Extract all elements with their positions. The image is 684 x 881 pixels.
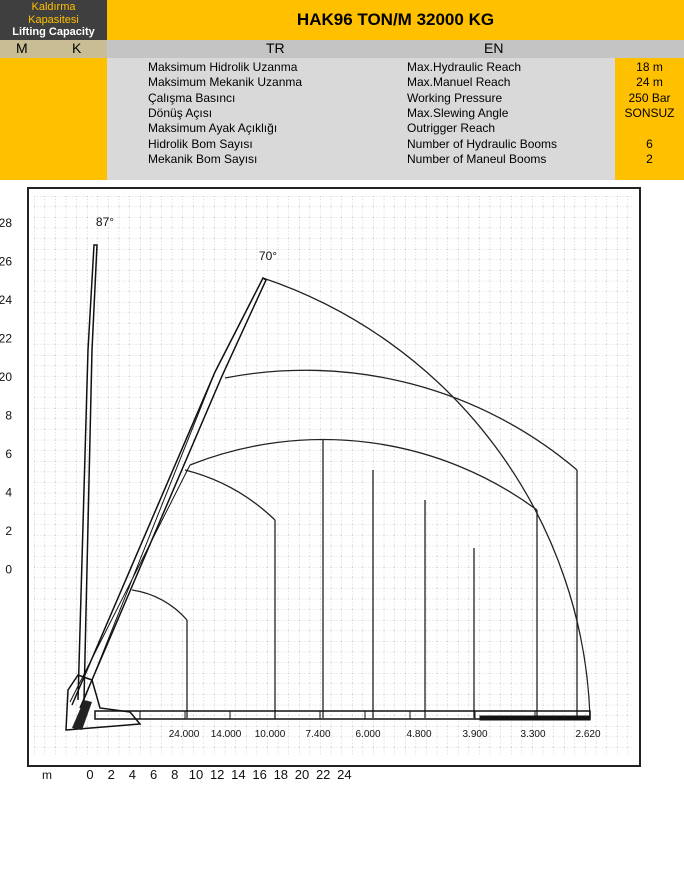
table-cell: 6 (646, 136, 653, 151)
table-cell: 18 m (636, 60, 663, 74)
table-cell: Outrigger Reach (407, 121, 496, 136)
diagram-label: 87° (96, 215, 114, 229)
table-cell: Maksimum Mekanik Uzanma (148, 75, 303, 90)
diagram-label: 3.300 (520, 729, 545, 740)
left-title: Kapasitesi (28, 13, 79, 26)
diagram-label: 24 (0, 293, 12, 307)
diagram-label: 26 (0, 255, 12, 269)
diagram-label: 4.800 (406, 729, 431, 740)
table-cell: Dönüş Açısı (148, 105, 213, 120)
diagram-label: m (42, 768, 52, 782)
value-band (615, 58, 684, 180)
diagram-label: 6 (150, 767, 157, 782)
table-cell: Hidrolik Bom Sayısı (148, 136, 253, 151)
table-cell: Mekanik Bom Sayısı (148, 151, 258, 166)
table-cell: 2 (646, 151, 653, 166)
table-cell: Number of Hydraulic Booms (407, 136, 558, 151)
diagram-label: 14 (231, 767, 245, 782)
diagram-label: 22 (0, 332, 12, 346)
table-cell: Maksimum Hidrolik Uzanma (148, 60, 298, 74)
diagram-label: 24 (337, 767, 351, 782)
table-cell: Max.Manuel Reach (407, 75, 511, 90)
diagram-label: 0 (5, 563, 12, 577)
diagram-label: 20 (0, 370, 12, 384)
diagram-label: 18 (274, 767, 288, 782)
table-cell: 250 Bar (628, 90, 671, 105)
table-cell: 24 m (636, 75, 663, 90)
diagram-label: 14.000 (211, 729, 242, 740)
table-cell: Max.Slewing Angle (407, 105, 509, 120)
diagram-label: 28 (0, 216, 12, 230)
diagram-label: 8 (171, 767, 178, 782)
diagram-label: 22 (316, 767, 330, 782)
reach-arcs (131, 277, 591, 719)
table-cell: SONSUZ (624, 105, 675, 120)
diagram-label: 8 (5, 409, 12, 423)
diagram-label: 10 (189, 767, 203, 782)
left-subtitle: Lifting Capacity (12, 26, 95, 38)
diagram-label: 7.400 (305, 729, 330, 740)
diagram-label: 24.000 (169, 729, 200, 740)
diagram-label: 4 (129, 767, 136, 782)
column-header: K (72, 40, 82, 56)
diagram-label: 0 (86, 767, 93, 782)
diagram-label: 4 (5, 486, 12, 500)
diagram-label: 3.900 (462, 729, 487, 740)
diagram-label: 6 (5, 447, 12, 461)
left-title: Kaldırma (31, 1, 76, 13)
diagram-label: 2 (5, 524, 12, 538)
diagram-label: 70° (259, 249, 277, 263)
diagram-label: 2.620 (575, 729, 600, 740)
table-cell: Çalışma Basıncı (148, 90, 236, 105)
diagram-label: 20 (295, 767, 309, 782)
diagram-label: 16 (252, 767, 266, 782)
grid (34, 196, 634, 756)
column-header: TR (266, 40, 285, 56)
diagram-label: 10.000 (255, 729, 286, 740)
column-header: M (16, 40, 28, 56)
diagram-label: 2 (108, 767, 115, 782)
left-band (0, 58, 107, 180)
crane-base (65, 674, 142, 731)
table-cell: Working Pressure (407, 90, 503, 105)
mk-header (0, 40, 107, 58)
table-body (107, 58, 615, 180)
diagram-label: 6.000 (355, 729, 380, 740)
title-bar: HAK96 TON/M 32000 KG (107, 0, 684, 40)
table-cell: Max.Hydraulic Reach (407, 60, 522, 74)
diagram-label: 12 (210, 767, 224, 782)
lang-header (107, 40, 684, 58)
column-header: EN (484, 40, 504, 56)
table-cell: Maksimum Ayak Açıklığı (148, 121, 278, 136)
table-cell: Number of Maneul Booms (407, 151, 547, 166)
left-header: Kaldırma Kapasitesi Lifting Capacity (0, 0, 107, 40)
booms (69, 244, 591, 721)
